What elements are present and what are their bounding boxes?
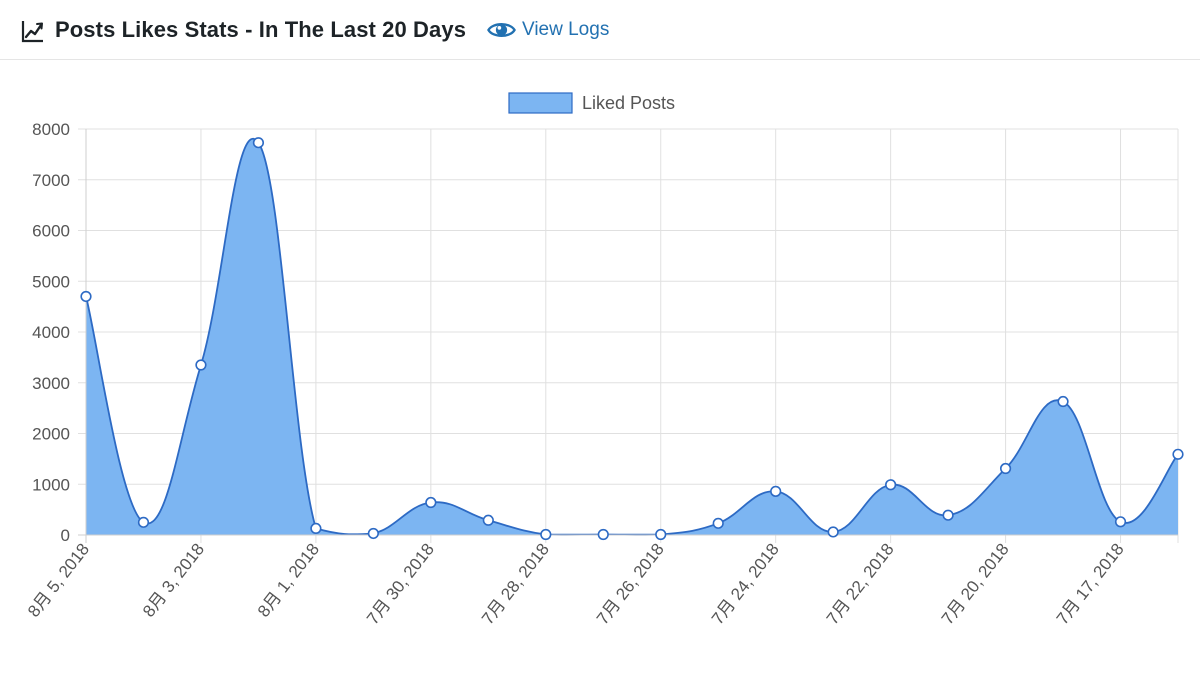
data-point (425, 496, 437, 509)
widget-title: Posts Likes Stats - In The Last 20 Days (55, 17, 467, 42)
x-tick-label: 7月 26, 2018 (593, 540, 668, 628)
y-tick-label: 1000 (32, 475, 70, 494)
data-point (655, 528, 667, 541)
x-tick-label: 7月 17, 2018 (1053, 540, 1128, 628)
y-tick-label: 0 (61, 526, 70, 545)
view-logs-label: View Logs (522, 19, 610, 40)
data-point (999, 462, 1012, 475)
x-tick-label: 8月 3, 2018 (139, 540, 208, 621)
chart-line-icon (21, 21, 43, 43)
x-tick-label: 8月 5, 2018 (24, 540, 93, 621)
x-tick-label: 8月 1, 2018 (254, 540, 323, 621)
legend-label: Liked Posts (582, 93, 675, 113)
y-tick-label: 2000 (32, 425, 70, 444)
data-point (310, 522, 322, 535)
data-point (540, 528, 552, 541)
x-tick-label: 7月 30, 2018 (363, 540, 438, 628)
x-tick-label: 7月 22, 2018 (823, 540, 898, 628)
data-point (1114, 516, 1127, 528)
data-point (827, 526, 839, 538)
data-point (1172, 448, 1184, 460)
data-point (770, 485, 782, 497)
y-tick-label: 3000 (32, 374, 70, 393)
eye-icon (487, 23, 516, 37)
data-point (80, 290, 92, 303)
data-point (1057, 395, 1069, 408)
likes-area-chart: 0 1000 2000 3000 4000 5000 6000 7000 8000 8月 5, 2… (24, 92, 1184, 628)
view-logs-link[interactable]: View Logs (487, 19, 609, 41)
y-tick-label: 5000 (32, 272, 70, 291)
data-point (137, 516, 150, 528)
widget-header: Posts Likes Stats - In The Last 20 Days … (0, 0, 1200, 60)
series-area-fill (86, 138, 1178, 535)
data-point (942, 509, 954, 521)
data-point (712, 517, 724, 529)
x-tick-label: 7月 24, 2018 (708, 540, 783, 628)
x-tick-label: 7月 28, 2018 (478, 540, 553, 628)
legend-swatch (508, 92, 573, 114)
y-tick-label: 6000 (32, 222, 70, 241)
data-point (597, 528, 609, 541)
y-tick-label: 7000 (32, 171, 70, 190)
y-tick-label: 4000 (32, 323, 70, 342)
data-point (482, 514, 494, 526)
data-point (195, 359, 207, 371)
x-tick-label: 7月 20, 2018 (938, 540, 1013, 628)
data-point (367, 527, 379, 540)
data-point (252, 137, 265, 149)
y-tick-label: 8000 (32, 120, 70, 139)
data-point (885, 479, 897, 491)
